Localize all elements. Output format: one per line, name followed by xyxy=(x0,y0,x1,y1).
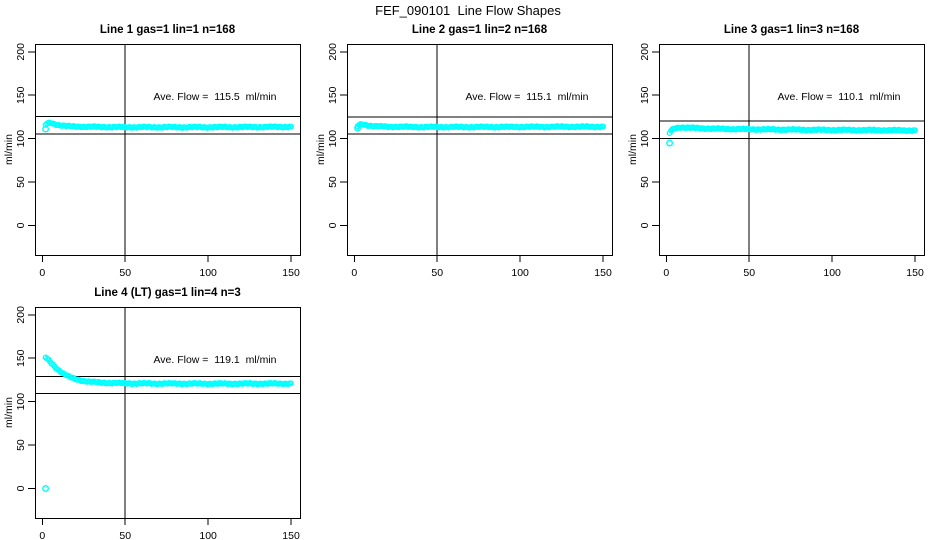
outlier-point xyxy=(42,485,50,492)
y-axis-label: ml/min xyxy=(3,397,15,428)
y-tick-label: 200 xyxy=(15,43,27,61)
figure-title: FEF_090101 Line Flow Shapes xyxy=(375,3,561,18)
outlier-point xyxy=(42,125,50,133)
panel-line-4: 0 50 100 150 0 50 100 150 200 ml/min Line 4 (LT) g… xyxy=(3,287,301,540)
data-point xyxy=(600,123,606,130)
panel-line-2: 0 50 100 150 0 50 100 150 200 ml/min Line 2 gas=1 … xyxy=(315,24,613,279)
y-axis: 0 50 100 150 200 xyxy=(639,43,659,228)
panel-line-3: 0 50 100 150 0 50 100 150 200 ml/min Line 3 gas=1 … xyxy=(627,24,925,279)
data-series xyxy=(42,119,294,133)
ave-flow-annotation: Ave. Flow = 110.1 ml/min xyxy=(777,91,900,103)
y-axis-label: ml/min xyxy=(315,134,327,165)
y-tick-label: 150 xyxy=(327,86,339,104)
y-tick-label: 100 xyxy=(327,130,339,148)
x-tick-label: 100 xyxy=(823,267,841,279)
y-tick-label: 0 xyxy=(15,222,27,228)
ave-flow-annotation: Ave. Flow = 119.1 ml/min xyxy=(153,354,276,366)
x-tick-label: 0 xyxy=(351,267,357,279)
x-tick-label: 50 xyxy=(119,267,131,279)
panel-title: Line 4 (LT) gas=1 lin=4 n=3 xyxy=(94,287,240,299)
y-tick-label: 150 xyxy=(15,86,27,104)
panel-title: Line 2 gas=1 lin=2 n=168 xyxy=(412,24,548,36)
x-tick-label: 100 xyxy=(511,267,529,279)
data-series xyxy=(666,124,918,147)
x-tick-label: 0 xyxy=(39,530,45,540)
data-series xyxy=(42,354,294,492)
plot-box xyxy=(347,44,613,256)
x-tick-label: 150 xyxy=(906,267,924,279)
x-tick-label: 150 xyxy=(282,267,300,279)
plot-box xyxy=(35,307,301,519)
y-tick-label: 50 xyxy=(15,176,27,188)
data-point xyxy=(288,123,294,130)
x-axis: 0 50 100 150 xyxy=(39,255,300,279)
y-tick-label: 100 xyxy=(15,393,27,411)
x-tick-label: 150 xyxy=(594,267,612,279)
y-tick-label: 50 xyxy=(327,176,339,188)
y-axis: 0 50 100 150 200 xyxy=(15,306,35,491)
y-tick-label: 150 xyxy=(639,86,651,104)
panel-title: Line 3 gas=1 lin=3 n=168 xyxy=(724,24,860,36)
ave-flow-annotation: Ave. Flow = 115.1 ml/min xyxy=(465,91,588,103)
x-tick-label: 0 xyxy=(39,267,45,279)
panel-title: Line 1 gas=1 lin=1 n=168 xyxy=(100,24,236,36)
y-axis-label: ml/min xyxy=(627,134,639,165)
y-tick-label: 200 xyxy=(15,306,27,324)
y-tick-label: 0 xyxy=(639,222,651,228)
data-series xyxy=(354,121,606,132)
x-tick-label: 0 xyxy=(663,267,669,279)
data-point xyxy=(288,380,294,387)
plot-box xyxy=(659,44,925,256)
y-tick-label: 50 xyxy=(15,439,27,451)
data-point xyxy=(912,127,918,134)
y-tick-label: 0 xyxy=(327,222,339,228)
y-tick-label: 100 xyxy=(639,130,651,148)
x-tick-label: 150 xyxy=(282,530,300,540)
panel-line-1: 0 50 100 150 0 50 100 150 200 ml/min Line 1 gas=1 … xyxy=(3,24,301,279)
y-axis: 0 50 100 150 200 xyxy=(15,43,35,228)
y-tick-label: 0 xyxy=(15,485,27,491)
x-tick-label: 100 xyxy=(199,530,217,540)
y-tick-label: 100 xyxy=(15,130,27,148)
x-tick-label: 50 xyxy=(431,267,443,279)
plot-box xyxy=(35,44,301,256)
y-tick-label: 200 xyxy=(639,43,651,61)
outlier-point xyxy=(354,124,362,132)
x-tick-label: 50 xyxy=(119,530,131,540)
x-tick-label: 100 xyxy=(199,267,217,279)
ave-flow-annotation: Ave. Flow = 115.5 ml/min xyxy=(153,91,276,103)
y-tick-label: 50 xyxy=(639,176,651,188)
x-axis: 0 50 100 150 xyxy=(39,518,300,540)
y-tick-label: 150 xyxy=(15,349,27,367)
x-axis: 0 50 100 150 xyxy=(663,255,924,279)
outlier-point xyxy=(666,139,674,147)
x-tick-label: 50 xyxy=(743,267,755,279)
y-tick-label: 200 xyxy=(327,43,339,61)
y-axis-label: ml/min xyxy=(3,134,15,165)
x-axis: 0 50 100 150 xyxy=(351,255,612,279)
y-axis: 0 50 100 150 200 xyxy=(327,43,347,228)
